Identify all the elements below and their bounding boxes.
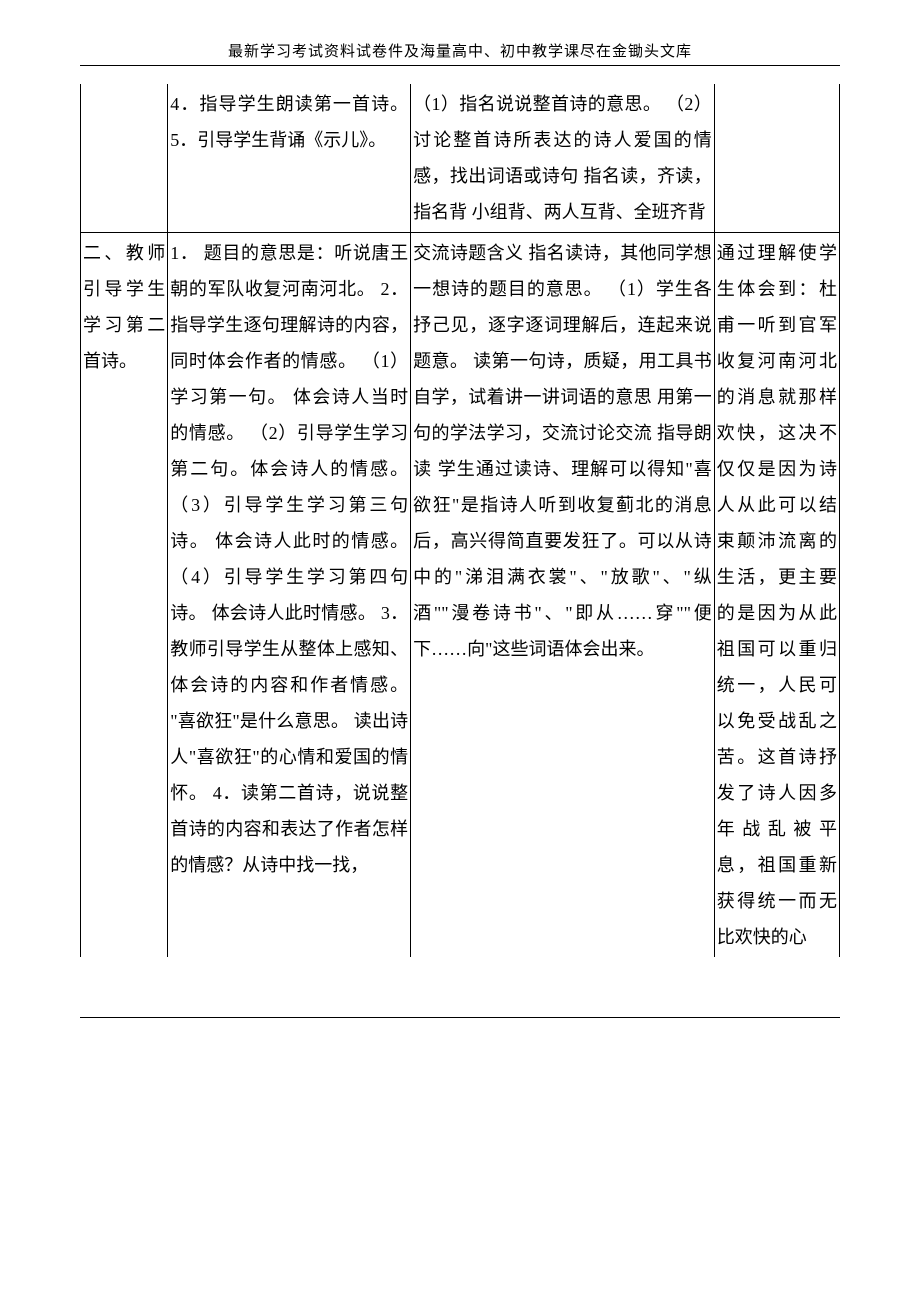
footer-rule: [80, 1017, 840, 1018]
document-page: 最新学习考试资料试卷件及海量高中、初中教学课尽在金锄头文库 4．指导学生朗读第一…: [0, 0, 920, 1078]
header-rule: [80, 65, 840, 66]
cell-r1c4: [714, 84, 839, 233]
cell-r2c1: 二、教师引导学生学习第二首诗。: [81, 233, 168, 958]
page-header-text: 最新学习考试资料试卷件及海量高中、初中教学课尽在金锄头文库: [80, 40, 840, 61]
table-row: 二、教师引导学生学习第二首诗。 1． 题目的意思是：听说唐王朝的军队收复河南河北…: [81, 233, 840, 958]
cell-r1c2: 4．指导学生朗读第一首诗。 5．引导学生背诵《示儿》。: [168, 84, 411, 233]
table-row: 4．指导学生朗读第一首诗。 5．引导学生背诵《示儿》。 （1）指名说说整首诗的意…: [81, 84, 840, 233]
cell-r1c1: [81, 84, 168, 233]
lesson-table: 4．指导学生朗读第一首诗。 5．引导学生背诵《示儿》。 （1）指名说说整首诗的意…: [80, 84, 840, 957]
cell-r1c3: （1）指名说说整首诗的意思。 （2）讨论整首诗所表达的诗人爱国的情感，找出词语或…: [411, 84, 715, 233]
cell-r2c4: 通过理解使学生体会到：杜甫一听到官军收复河南河北的消息就那样欢快，这决不仅仅是因…: [714, 233, 839, 958]
cell-r2c3: 交流诗题含义 指名读诗，其他同学想一想诗的题目的意思。 （1）学生各抒己见，逐字…: [411, 233, 715, 958]
cell-r2c2: 1． 题目的意思是：听说唐王朝的军队收复河南河北。 2．指导学生逐句理解诗的内容…: [168, 233, 411, 958]
